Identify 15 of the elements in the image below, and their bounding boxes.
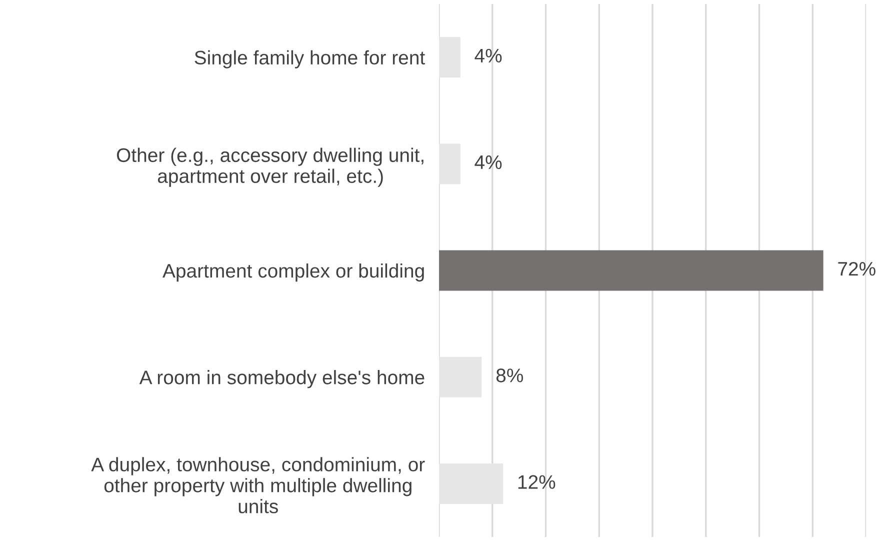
y-tick-label: Other (e.g., accessory dwelling unit, apartment over retail, etc.) xyxy=(116,148,424,187)
data-label: 4% xyxy=(474,48,502,62)
data-label: 4% xyxy=(474,155,502,170)
y-tick-label: A duplex, townhouse, condominium, or other property with multiple dwelling units xyxy=(91,457,425,514)
bar xyxy=(439,356,482,398)
data-label: 12% xyxy=(518,475,556,489)
y-tick-label: Apartment complex or building xyxy=(162,263,424,282)
data-label: 8% xyxy=(496,368,523,382)
bar xyxy=(439,250,824,291)
y-tick-label: A room in somebody else's home xyxy=(139,370,424,388)
data-label: 72% xyxy=(838,262,876,276)
bar xyxy=(439,37,460,78)
bar xyxy=(439,463,504,504)
bar xyxy=(439,144,460,184)
y-tick-label: Single family home for rent xyxy=(194,50,425,68)
